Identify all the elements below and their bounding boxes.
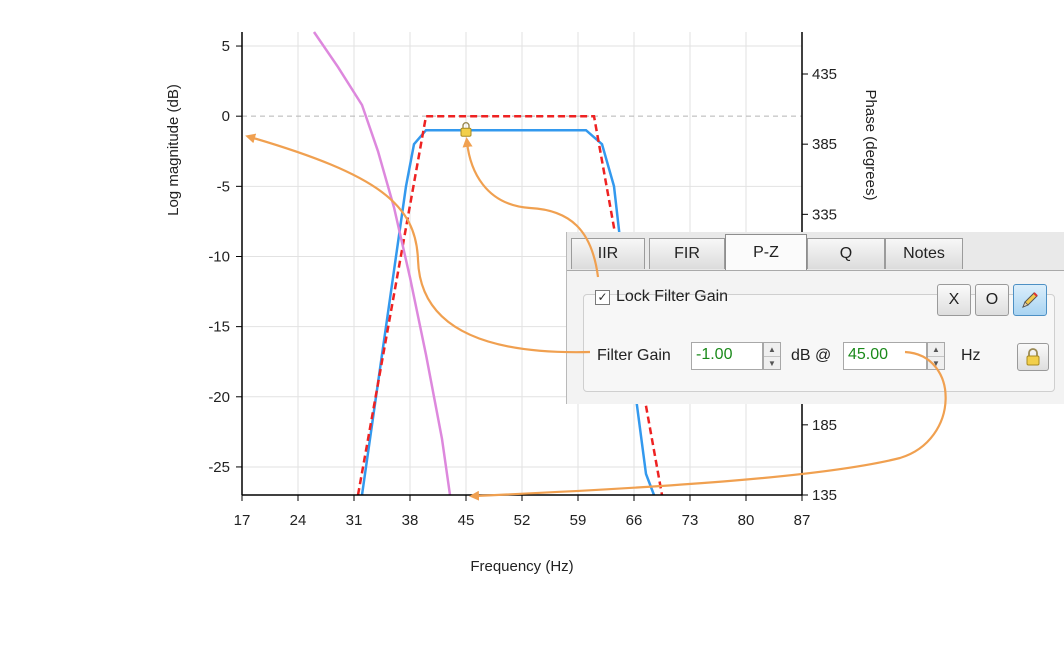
y2-tick-label: 385 xyxy=(812,136,837,153)
series-line xyxy=(312,31,452,496)
y2-tick-label: 435 xyxy=(812,66,837,83)
y-tick-label: -15 xyxy=(208,319,230,336)
frequency-input[interactable]: 45.00 xyxy=(843,342,927,370)
pencil-button[interactable] xyxy=(1013,284,1047,316)
y2-tick-label: 185 xyxy=(812,417,837,434)
lock-filter-gain-checkbox[interactable]: ✓ xyxy=(595,289,610,305)
filter-gain-input[interactable]: -1.00 xyxy=(691,342,763,370)
tab-fir[interactable]: FIR xyxy=(649,238,725,269)
x-axis-label: Frequency (Hz) xyxy=(470,558,573,575)
x-tick-label: 52 xyxy=(514,512,531,529)
o-button-label: O xyxy=(985,291,999,308)
filter-gain-label: Filter Gain xyxy=(597,347,671,364)
x-tick-label: 45 xyxy=(458,512,475,529)
x-tick-label: 73 xyxy=(682,512,699,529)
x-button[interactable]: X xyxy=(937,284,971,316)
lock-icon xyxy=(1026,348,1040,366)
filter-gain-spinner[interactable]: ▲ ▼ xyxy=(763,342,781,370)
lock-button[interactable] xyxy=(1017,343,1049,371)
y2-axis-label: Phase (degrees) xyxy=(862,90,879,201)
frequency-spinner[interactable]: ▲ ▼ xyxy=(927,342,945,370)
lock-body xyxy=(460,127,472,137)
filter-settings-panel: IIR FIR P-Z Q Notes ✓ Lock Filter Gain X… xyxy=(566,232,1064,404)
lock-filter-gain-label: Lock Filter Gain xyxy=(616,288,729,305)
tab-label: FIR xyxy=(674,245,700,262)
db-at-label: dB @ xyxy=(791,347,832,364)
y-tick-label: -5 xyxy=(217,178,230,195)
tab-q[interactable]: Q xyxy=(807,238,885,269)
x-tick-label: 59 xyxy=(570,512,587,529)
x-tick-label: 87 xyxy=(794,512,811,529)
lock-filter-gain-row: ✓ Lock Filter Gain xyxy=(595,288,728,306)
tab-notes[interactable]: Notes xyxy=(885,238,963,269)
x-tick-label: 24 xyxy=(290,512,307,529)
y-tick-label: -10 xyxy=(208,248,230,265)
lock-shackle xyxy=(462,122,470,129)
o-button[interactable]: O xyxy=(975,284,1009,316)
tab-bar: IIR FIR P-Z Q Notes xyxy=(567,232,1064,271)
y2-tick-label: 135 xyxy=(812,487,837,504)
x-tick-label: 80 xyxy=(738,512,755,529)
x-tick-label: 66 xyxy=(626,512,643,529)
x-tick-label: 17 xyxy=(234,512,251,529)
tab-label: Q xyxy=(839,245,853,262)
x-tick-label: 38 xyxy=(402,512,419,529)
y-axis-label: Log magnitude (dB) xyxy=(165,84,182,216)
tab-label: IIR xyxy=(597,245,619,262)
tab-label: Notes xyxy=(903,245,945,262)
y-tick-label: -25 xyxy=(208,459,230,476)
y2-tick-label: 335 xyxy=(812,206,837,223)
x-tick-label: 31 xyxy=(346,512,363,529)
x-button-label: X xyxy=(948,291,960,308)
y-tick-label: 5 xyxy=(222,38,230,55)
hz-label: Hz xyxy=(961,347,981,364)
tab-iir[interactable]: IIR xyxy=(571,238,645,269)
pencil-icon xyxy=(1022,292,1038,308)
y-tick-label: 0 xyxy=(222,108,230,125)
tab-p-z[interactable]: P-Z xyxy=(725,234,807,270)
tab-label: P-Z xyxy=(753,243,779,261)
y-tick-label: -20 xyxy=(208,389,230,406)
